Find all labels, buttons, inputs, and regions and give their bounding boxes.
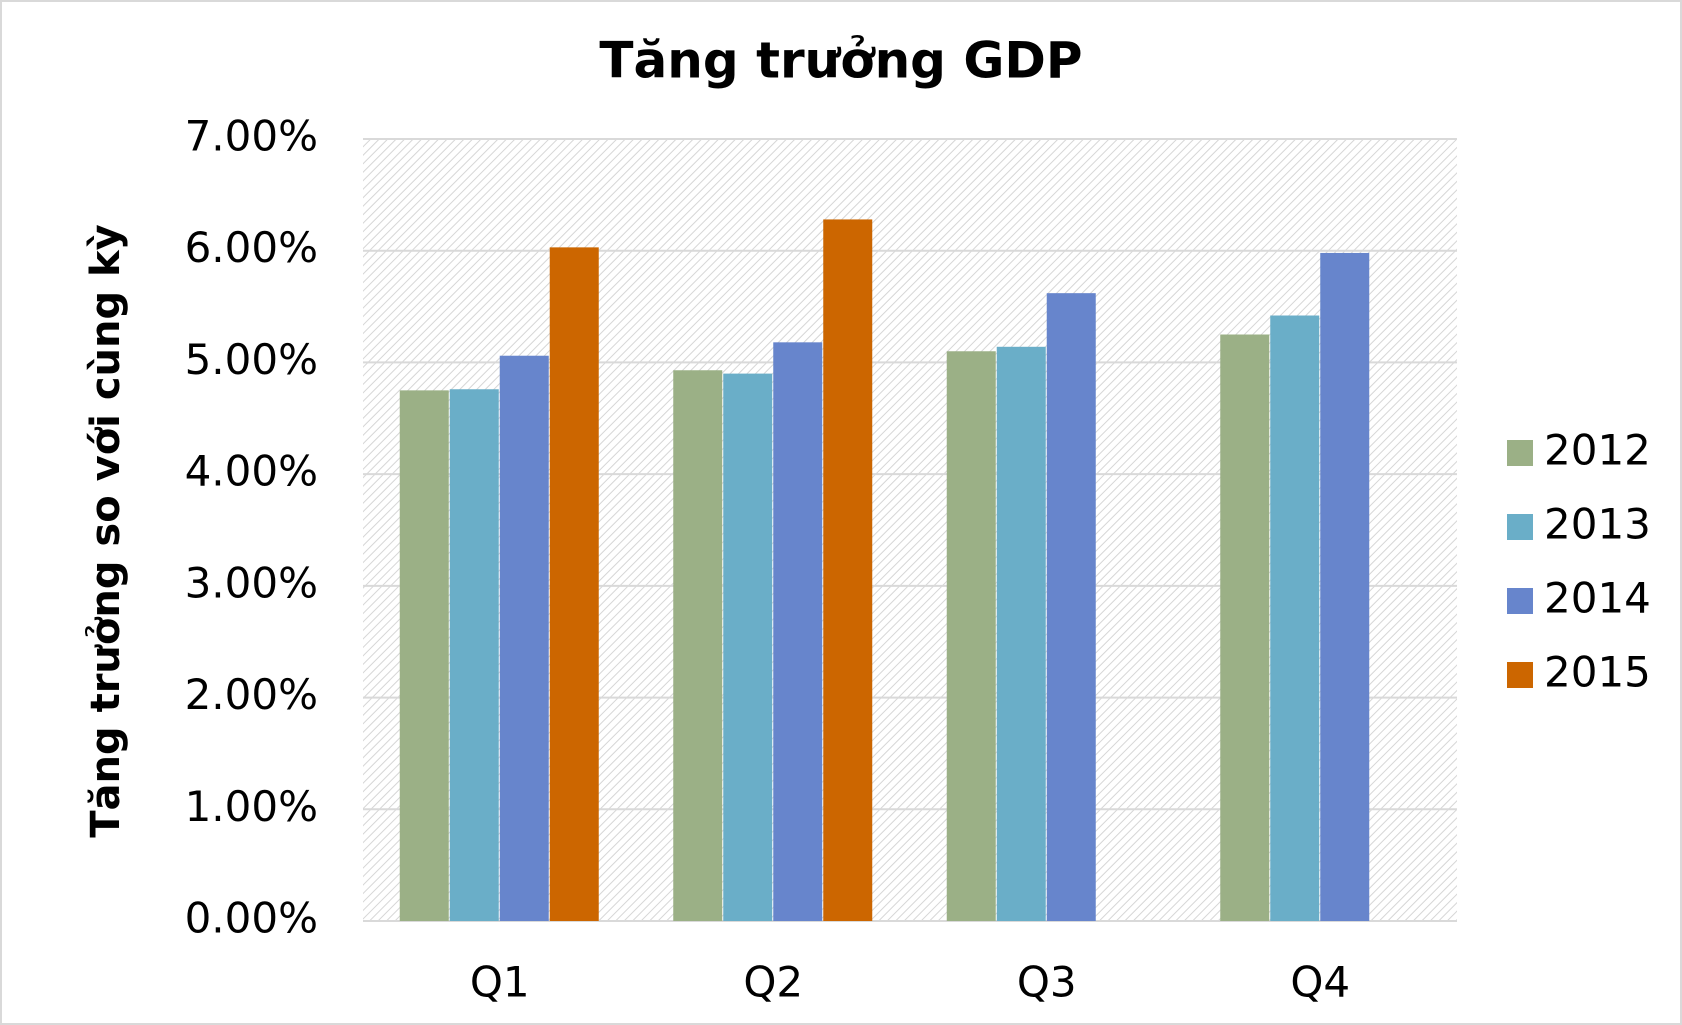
y-tick-label: 1.00%	[185, 782, 318, 831]
y-tick-label: 3.00%	[185, 558, 318, 607]
y-tick-label: 2.00%	[185, 670, 318, 719]
legend-swatch	[1507, 440, 1533, 466]
bar	[773, 342, 823, 921]
bar	[946, 351, 996, 921]
chart-title: Tăng trưởng GDP	[599, 32, 1082, 90]
bar	[1320, 252, 1370, 921]
bar	[1270, 315, 1320, 922]
legend-label: 2013	[1544, 500, 1651, 549]
y-tick-label: 5.00%	[185, 335, 318, 384]
legend-swatch	[1507, 514, 1533, 540]
x-tick-label: Q2	[743, 958, 803, 1007]
bar	[723, 373, 773, 922]
bar	[673, 370, 723, 922]
legend-label: 2012	[1544, 426, 1651, 475]
bar	[549, 247, 599, 921]
y-tick-label: 6.00%	[185, 223, 318, 272]
bar	[996, 346, 1046, 921]
bar	[399, 390, 449, 921]
y-tick-label: 7.00%	[185, 112, 318, 161]
bar	[1046, 293, 1096, 921]
legend-label: 2015	[1544, 648, 1651, 697]
legend-label: 2014	[1544, 574, 1651, 623]
y-axis-label: Tăng trưởng so với cùng kỳ	[83, 224, 129, 837]
x-tick-label: Q3	[1017, 958, 1077, 1007]
x-tick-label: Q1	[470, 958, 530, 1007]
legend-swatch	[1507, 662, 1533, 688]
bar	[499, 355, 549, 921]
bar	[823, 219, 873, 922]
bar	[1220, 334, 1270, 921]
legend-swatch	[1507, 588, 1533, 614]
bar	[449, 389, 499, 921]
x-tick-label: Q4	[1290, 958, 1350, 1007]
y-tick-label: 4.00%	[185, 447, 318, 496]
y-tick-label: 0.00%	[185, 894, 318, 943]
